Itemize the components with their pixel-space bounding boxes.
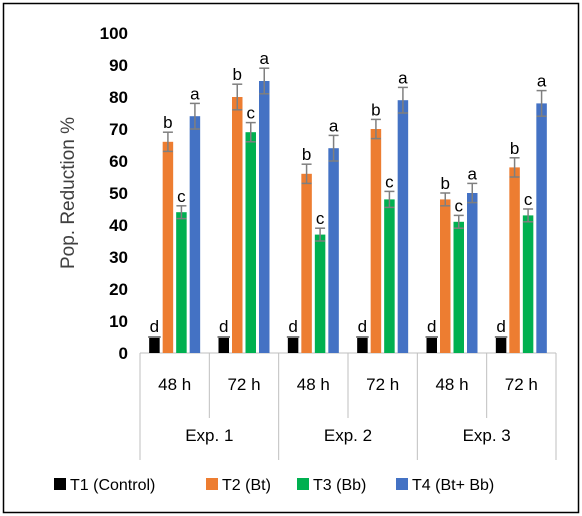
significance-letter: a xyxy=(398,68,408,87)
significance-letter: a xyxy=(190,84,200,103)
bar xyxy=(232,97,243,353)
bar xyxy=(189,116,201,353)
bar xyxy=(314,234,326,353)
group-label: Exp. 1 xyxy=(185,426,233,445)
significance-letter: b xyxy=(510,139,519,158)
x-tick-label: 72 h xyxy=(505,375,538,394)
bar xyxy=(328,148,339,353)
bar xyxy=(149,337,160,353)
legend-swatch xyxy=(396,478,408,490)
y-tick-label: 70 xyxy=(109,120,128,139)
significance-letter: c xyxy=(524,190,533,209)
x-tick-label: 48 h xyxy=(297,375,330,394)
bar xyxy=(259,81,270,353)
bar xyxy=(301,173,312,353)
y-tick-label: 10 xyxy=(109,312,128,331)
bar xyxy=(467,193,478,353)
bar xyxy=(162,141,174,353)
x-tick-label: 48 h xyxy=(158,375,191,394)
bar xyxy=(176,212,187,353)
bar xyxy=(440,199,451,353)
bar xyxy=(522,215,534,353)
significance-letter: d xyxy=(427,317,436,336)
y-axis-title: Pop. Reduction % xyxy=(58,117,79,269)
y-tick-label: 50 xyxy=(109,184,128,203)
significance-letter: c xyxy=(247,104,256,123)
bar xyxy=(426,337,437,353)
y-tick-label: 100 xyxy=(100,24,128,43)
bar xyxy=(245,132,256,353)
significance-letter: a xyxy=(329,116,339,135)
bar xyxy=(287,337,299,353)
y-tick-label: 0 xyxy=(119,344,128,363)
y-tick-label: 90 xyxy=(109,56,128,75)
bar xyxy=(370,129,382,353)
legend-swatch xyxy=(206,478,218,490)
y-tick-label: 30 xyxy=(109,248,128,267)
group-label: Exp. 2 xyxy=(324,426,372,445)
significance-letter: b xyxy=(441,174,450,193)
y-tick-label: 80 xyxy=(109,88,128,107)
bar xyxy=(397,100,409,353)
legend-label: T4 (Bt+ Bb) xyxy=(412,477,494,494)
y-tick-label: 60 xyxy=(109,152,128,171)
y-tick-label: 40 xyxy=(109,216,128,235)
group-label: Exp. 3 xyxy=(463,426,511,445)
bar xyxy=(218,337,229,353)
significance-letter: a xyxy=(260,49,270,68)
y-tick-label: 20 xyxy=(109,280,128,299)
significance-letter: d xyxy=(358,317,367,336)
significance-letter: b xyxy=(163,113,172,132)
significance-letter: c xyxy=(177,187,186,206)
significance-letter: b xyxy=(302,145,311,164)
legend-label: T3 (Bb) xyxy=(313,477,366,494)
significance-letter: a xyxy=(468,164,478,183)
significance-letter: d xyxy=(150,317,159,336)
significance-letter: c xyxy=(316,209,325,228)
significance-letter: c xyxy=(385,172,394,191)
bar xyxy=(357,337,368,353)
legend-swatch xyxy=(297,478,309,490)
bar xyxy=(384,199,395,353)
significance-letter: d xyxy=(496,317,505,336)
legend-swatch xyxy=(54,478,66,490)
legend-label: T2 (Bt) xyxy=(222,477,271,494)
bar xyxy=(453,221,464,353)
legend-label: T1 (Control) xyxy=(70,477,155,494)
x-tick-label: 48 h xyxy=(435,375,468,394)
significance-letter: a xyxy=(537,72,547,91)
significance-letter: b xyxy=(371,100,380,119)
significance-letter: b xyxy=(233,65,242,84)
x-tick-label: 72 h xyxy=(227,375,260,394)
x-tick-label: 72 h xyxy=(366,375,399,394)
bar xyxy=(495,337,507,353)
bar xyxy=(509,167,520,353)
significance-letter: d xyxy=(219,317,228,336)
significance-letter: d xyxy=(288,317,297,336)
bar xyxy=(536,103,547,354)
significance-letter: c xyxy=(455,196,464,215)
